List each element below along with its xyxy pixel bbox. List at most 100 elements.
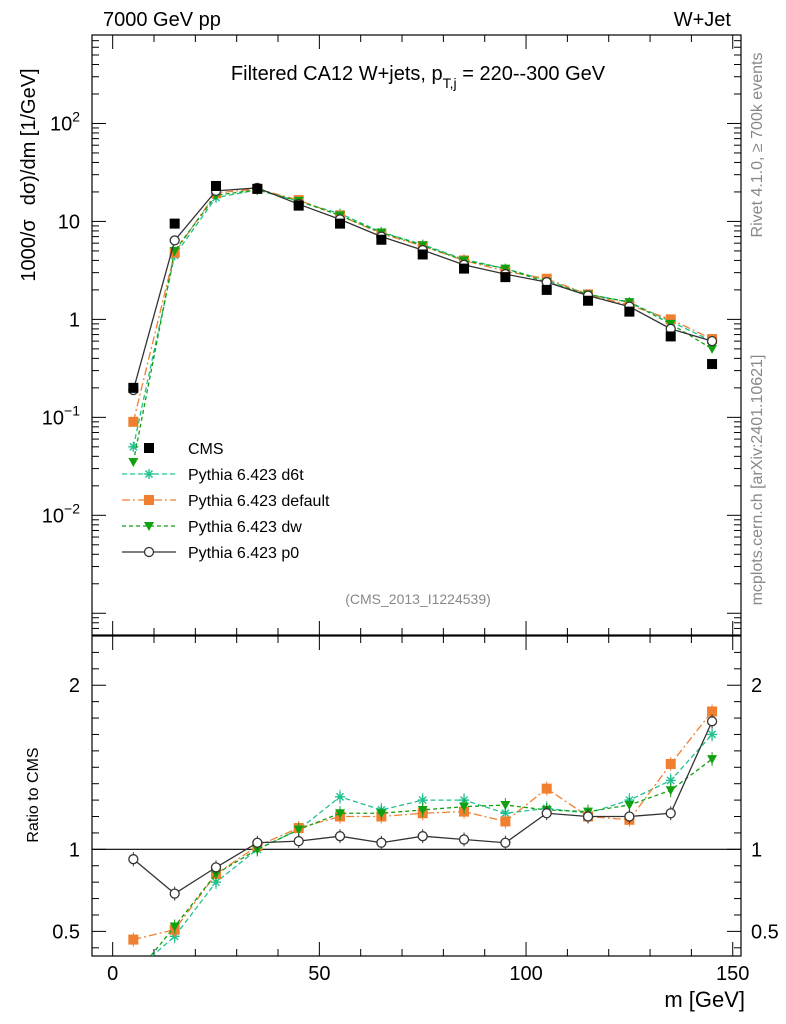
- legend: CMS Pythia 6.423 d6t Pythia 6.423 default P…: [122, 441, 330, 562]
- ratio-point-pythia-6-423-p0: [293, 835, 304, 847]
- ratio-tick-label: 1: [69, 839, 80, 861]
- ratio-point-pythia-6-423-default: [500, 816, 511, 827]
- main-series: [128, 180, 718, 468]
- ratio-point-pythia-6-423-p0: [500, 837, 511, 848]
- point-cms: [624, 306, 635, 317]
- legend-marker-pythia-6-423-default: [144, 495, 154, 505]
- point-cms: [293, 200, 304, 211]
- x-tick-label: 0: [107, 963, 118, 985]
- side-top-label: Rivet 4.1.0, ≥ 700k events: [749, 53, 766, 238]
- point-pythia-6-423-dw: [128, 458, 139, 468]
- ratio-tick-label: 2: [751, 675, 762, 697]
- ratio-point-pythia-6-423-p0: [376, 837, 387, 848]
- ratio-series: [128, 704, 718, 982]
- ratio-point-pythia-6-423-p0: [665, 808, 676, 819]
- point-cms: [376, 234, 387, 245]
- line-pythia-6-423-dw: [132, 189, 713, 463]
- x-tick-label: 50: [308, 963, 330, 985]
- y-tick-label: 10: [58, 211, 80, 233]
- ratio-point-pythia-6-423-p0: [706, 716, 718, 727]
- legend-label-pythia-6-423-dw: Pythia 6.423 dw: [188, 519, 302, 536]
- ratio-point-pythia-6-423-d6t: [335, 791, 346, 802]
- ratio-point-pythia-6-423-dw: [459, 802, 470, 812]
- point-pythia-6-423-p0: [706, 335, 718, 347]
- header-left: 7000 GeV pp: [103, 9, 221, 31]
- ratio-point-pythia-6-423-p0: [334, 831, 346, 842]
- x-tick-label: 100: [509, 963, 542, 985]
- y-tick-label: 10−1: [42, 402, 80, 429]
- ratio-point-pythia-6-423-dw: [417, 805, 428, 815]
- ratio-tick-label: 0.5: [751, 921, 779, 943]
- ratio-point-pythia-6-423-default: [665, 759, 676, 769]
- ratio-point-pythia-6-423-default: [541, 783, 552, 794]
- point-cms: [128, 382, 139, 393]
- ratio-point-pythia-6-423-dw: [707, 755, 718, 765]
- ratio-point-pythia-6-423-p0: [582, 811, 594, 822]
- line-pythia-6-423-d6t: [132, 189, 713, 447]
- y-tick-label: 102: [50, 108, 80, 135]
- y-tick-label: 10−2: [42, 500, 80, 527]
- axis-ticks: 0 50 100 150 10−2 10−1 1 10 102 0.5 0.5 1 1 2 2: [42, 34, 779, 985]
- ratio-point-pythia-6-423-p0: [624, 811, 635, 822]
- ratio-point-pythia-6-423-dw: [169, 922, 180, 932]
- legend-label-pythia-6-423-d6t: Pythia 6.423 d6t: [188, 467, 304, 484]
- ratio-point-pythia-6-423-default: [707, 706, 718, 717]
- ratio-point-pythia-6-423-p0: [458, 834, 470, 845]
- ratio-point-pythia-6-423-p0: [417, 831, 428, 842]
- ratio-y-axis-label: Ratio to CMS: [25, 747, 42, 842]
- ratio-tick-label: 2: [69, 675, 80, 697]
- ratio-point-pythia-6-423-p0: [169, 888, 180, 899]
- point-pythia-6-423-p0: [169, 235, 180, 246]
- header-right: W+Jet: [674, 9, 732, 31]
- ratio-point-pythia-6-423-p0: [210, 862, 222, 873]
- point-cms: [169, 218, 180, 229]
- ratio-point-pythia-6-423-dw: [211, 869, 222, 879]
- ratio-line-pythia-6-423-d6t: [151, 734, 713, 956]
- ratio-point-pythia-6-423-d6t: [707, 729, 718, 740]
- ratio-tick-label: 1: [751, 839, 762, 861]
- point-cms: [211, 180, 222, 191]
- ratio-point-pythia-6-423-dw: [624, 801, 635, 811]
- point-cms: [252, 183, 263, 194]
- point-cms: [500, 272, 511, 283]
- point-pythia-6-423-dw: [707, 344, 718, 354]
- point-pythia-6-423-d6t: [128, 441, 139, 452]
- ratio-point-pythia-6-423-dw: [252, 845, 263, 855]
- point-pythia-6-423-default: [665, 314, 676, 325]
- ratio-point-pythia-6-423-dw: [293, 825, 304, 835]
- legend-marker-pythia-6-423-d6t: [144, 469, 154, 479]
- ratio-point-pythia-6-423-dw: [376, 809, 387, 819]
- analysis-id: (CMS_2013_I1224539): [345, 591, 491, 607]
- x-tick-label: 150: [716, 963, 749, 985]
- ratio-line-pythia-6-423-default: [133, 711, 713, 941]
- point-pythia-6-423-default: [128, 416, 139, 427]
- legend-label-cms: CMS: [188, 441, 224, 458]
- legend-marker-cms: [144, 443, 154, 453]
- ratio-point-pythia-6-423-d6t: [665, 775, 676, 786]
- legend-marker-pythia-6-423-p0: [143, 546, 155, 558]
- y-tick-label: 1: [69, 309, 80, 331]
- side-bottom-label: mcplots.cern.ch [arXiv:2401.10621]: [749, 355, 766, 606]
- point-cms: [335, 218, 346, 229]
- ratio-point-pythia-6-423-d6t: [128, 967, 138, 977]
- x-axis-label: m [GeV]: [664, 987, 745, 1012]
- ratio-point-pythia-6-423-p0: [128, 854, 139, 865]
- line-pythia-6-423-default: [132, 188, 713, 422]
- ratio-point-pythia-6-423-dw: [128, 973, 138, 982]
- point-cms: [665, 331, 676, 342]
- point-cms: [583, 295, 594, 306]
- y-axis-label: 1000/σdσ)/dm [1/GeV]: [18, 68, 40, 281]
- chart-title: Filtered CA12 W+jets, pT,j = 220--300 Ge…: [231, 63, 606, 91]
- legend-label-pythia-6-423-default: Pythia 6.423 default: [188, 493, 330, 510]
- point-cms: [707, 359, 718, 370]
- point-cms: [459, 263, 470, 274]
- ratio-point-pythia-6-423-default: [128, 934, 139, 945]
- line-pythia-6-423-p0: [132, 187, 713, 391]
- ratio-point-pythia-6-423-dw: [335, 809, 346, 819]
- point-cms: [541, 284, 552, 295]
- ratio-point-pythia-6-423-p0: [252, 837, 263, 848]
- ratio-frame: [91, 635, 742, 957]
- legend-marker-pythia-6-423-dw: [144, 522, 154, 531]
- ratio-point-pythia-6-423-dw: [500, 801, 511, 811]
